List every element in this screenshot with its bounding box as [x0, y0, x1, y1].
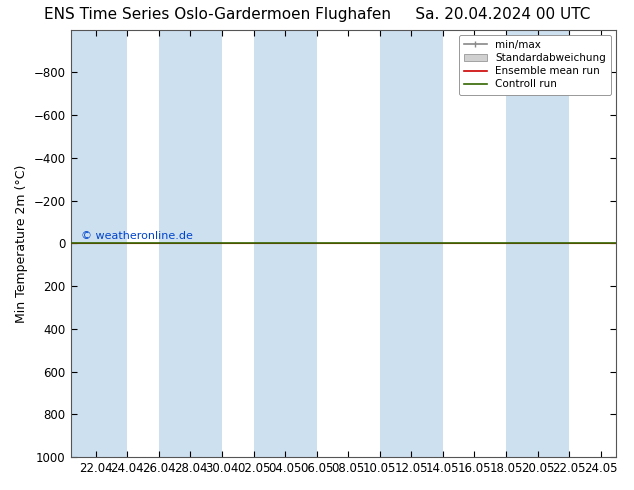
- Text: ENS Time Series Oslo-Gardermoen Flughafen     Sa. 20.04.2024 00 UTC: ENS Time Series Oslo-Gardermoen Flughafe…: [44, 7, 590, 23]
- Bar: [254, 30, 316, 457]
- Bar: [506, 30, 569, 457]
- Text: © weatheronline.de: © weatheronline.de: [81, 231, 193, 241]
- Legend: min/max, Standardabweichung, Ensemble mean run, Controll run: min/max, Standardabweichung, Ensemble me…: [459, 35, 611, 95]
- Bar: [159, 30, 222, 457]
- Bar: [380, 30, 443, 457]
- Bar: [64, 30, 127, 457]
- Y-axis label: Min Temperature 2m (°C): Min Temperature 2m (°C): [15, 164, 28, 322]
